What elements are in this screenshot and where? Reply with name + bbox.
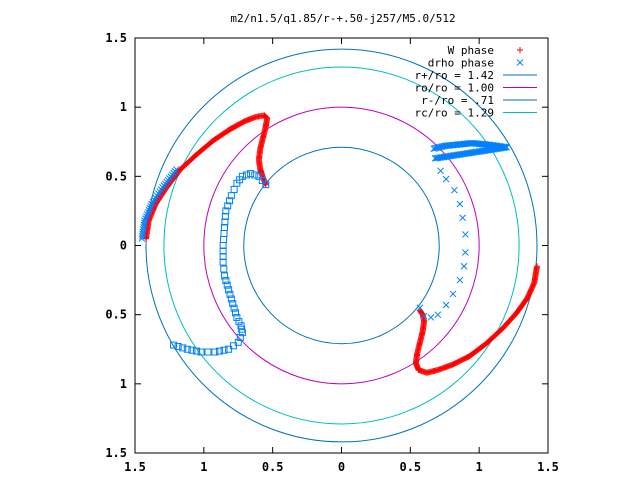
x-tick-label: 1.5 xyxy=(124,460,146,474)
y-tick-label: 1.5 xyxy=(105,446,127,460)
x-tick-label: 0.5 xyxy=(262,460,284,474)
point-box-2-0-46 xyxy=(197,348,205,356)
x-tick-label: 1 xyxy=(476,460,483,474)
point-cross-1-1-14 xyxy=(146,204,154,212)
point-box-2-0-50 xyxy=(179,344,187,352)
point-box-2-0-27 xyxy=(225,286,233,294)
point-box-2-0-29 xyxy=(227,295,235,303)
point-box-2-0-11 xyxy=(226,197,234,205)
point-box-2-0-5 xyxy=(243,171,251,179)
point-cross-1-0-111 xyxy=(456,276,464,284)
axis-ticks: 1.5 1 0.5 0 0.5 1 1.51.510.500.511.5 xyxy=(105,31,559,474)
point-plus-0-1-204 xyxy=(416,307,423,314)
plot-area xyxy=(138,48,540,443)
circle-2 xyxy=(243,146,440,345)
point-cross-1-1-11 xyxy=(143,211,151,218)
point-box-2-0-44 xyxy=(211,348,219,356)
point-box-2-0-22 xyxy=(219,258,227,266)
point-box-2-0-23 xyxy=(220,265,228,273)
point-box-2-0-48 xyxy=(188,346,196,354)
legend-label: W phase xyxy=(448,44,494,57)
point-box-2-0-30 xyxy=(229,300,237,308)
point-box-2-0-38 xyxy=(236,333,244,341)
point-cross-1-0-105 xyxy=(451,186,458,194)
y-tick-label: 1 xyxy=(120,100,127,114)
point-box-2-0-49 xyxy=(183,345,191,353)
point-cross-1-0-101 xyxy=(433,154,440,162)
legend-marker xyxy=(517,47,523,53)
legend-marker xyxy=(516,59,524,66)
circle-0 xyxy=(145,48,538,443)
chart-title: m2/n1.5/q1.85/r-+.50-j257/M5.0/512 xyxy=(230,12,455,25)
point-cross-1-1-8 xyxy=(141,217,148,224)
x-tick-label: 1 xyxy=(200,460,207,474)
x-tick-label: 0.5 xyxy=(399,460,421,474)
point-box-2-0-12 xyxy=(224,202,232,210)
point-cross-1-0-109 xyxy=(462,249,469,256)
point-box-2-0-17 xyxy=(220,230,228,238)
point-box-2-0-41 xyxy=(225,345,233,353)
point-box-2-0-51 xyxy=(174,342,182,350)
point-box-2-0-42 xyxy=(220,346,228,354)
point-box-2-0-3 xyxy=(251,171,259,179)
point-box-2-0-9 xyxy=(230,185,238,193)
point-box-2-0-10 xyxy=(227,192,235,200)
legend-label: ro/ro = 1.00 xyxy=(415,82,494,95)
point-cross-1-1-15 xyxy=(147,202,155,210)
point-box-2-0-25 xyxy=(222,277,230,285)
point-cross-1-0-113 xyxy=(442,301,450,309)
point-cross-1-0-108 xyxy=(462,231,469,238)
point-cross-1-1-34 xyxy=(172,166,180,173)
point-cross-1-0-112 xyxy=(449,290,457,298)
x-tick-label: 0 xyxy=(338,460,345,474)
point-box-2-0-24 xyxy=(220,272,228,280)
point-cross-1-0-102 xyxy=(431,154,439,162)
point-plus-0-1-203 xyxy=(417,308,424,315)
point-box-2-0-52 xyxy=(170,341,178,349)
circle-1 xyxy=(203,106,480,385)
y-tick-label: 0 xyxy=(120,239,127,253)
circle-3 xyxy=(163,66,520,425)
point-cross-1-1-10 xyxy=(143,213,150,220)
point-cross-1-0-104 xyxy=(442,175,450,183)
point-box-2-0-31 xyxy=(230,304,238,312)
point-box-2-0-18 xyxy=(220,236,228,244)
legend-label: r-/ro = .71 xyxy=(421,94,494,107)
point-cross-1-0-110 xyxy=(460,262,468,270)
y-tick-label: 1 xyxy=(120,377,127,391)
point-box-2-0-33 xyxy=(233,313,241,321)
point-cross-1-1-7 xyxy=(140,219,148,227)
point-cross-1-0-107 xyxy=(459,214,467,222)
point-box-2-0-4 xyxy=(247,170,255,178)
point-cross-1-0-115 xyxy=(427,314,435,321)
point-box-2-0-28 xyxy=(226,290,234,298)
point-cross-1-1-13 xyxy=(145,206,153,214)
point-cross-1-0-116 xyxy=(420,312,428,320)
point-cross-1-0-114 xyxy=(434,311,442,319)
point-cross-1-0-106 xyxy=(456,200,464,208)
y-tick-label: 0.5 xyxy=(105,308,127,322)
y-tick-label: 0.5 xyxy=(105,169,127,183)
point-box-2-0-37 xyxy=(238,329,246,337)
point-box-2-0-43 xyxy=(215,347,223,355)
legend-label: drho phase xyxy=(428,57,494,70)
point-box-2-0-47 xyxy=(192,347,200,355)
legend-label: r+/ro = 1.42 xyxy=(415,69,494,82)
point-cross-1-0-103 xyxy=(437,167,444,175)
point-cross-1-1-9 xyxy=(142,215,149,222)
point-cross-1-1-12 xyxy=(144,208,152,216)
point-box-2-0-34 xyxy=(235,318,243,326)
point-box-2-0-2 xyxy=(255,172,263,180)
x-tick-label: 1.5 xyxy=(537,460,559,474)
point-box-2-0-26 xyxy=(223,281,231,289)
legend-label: rc/ro = 1.29 xyxy=(415,107,494,120)
point-box-2-0-45 xyxy=(204,348,212,356)
point-box-2-0-32 xyxy=(231,309,239,317)
point-cross-1-0-117 xyxy=(416,304,424,312)
y-tick-label: 1.5 xyxy=(105,31,127,45)
